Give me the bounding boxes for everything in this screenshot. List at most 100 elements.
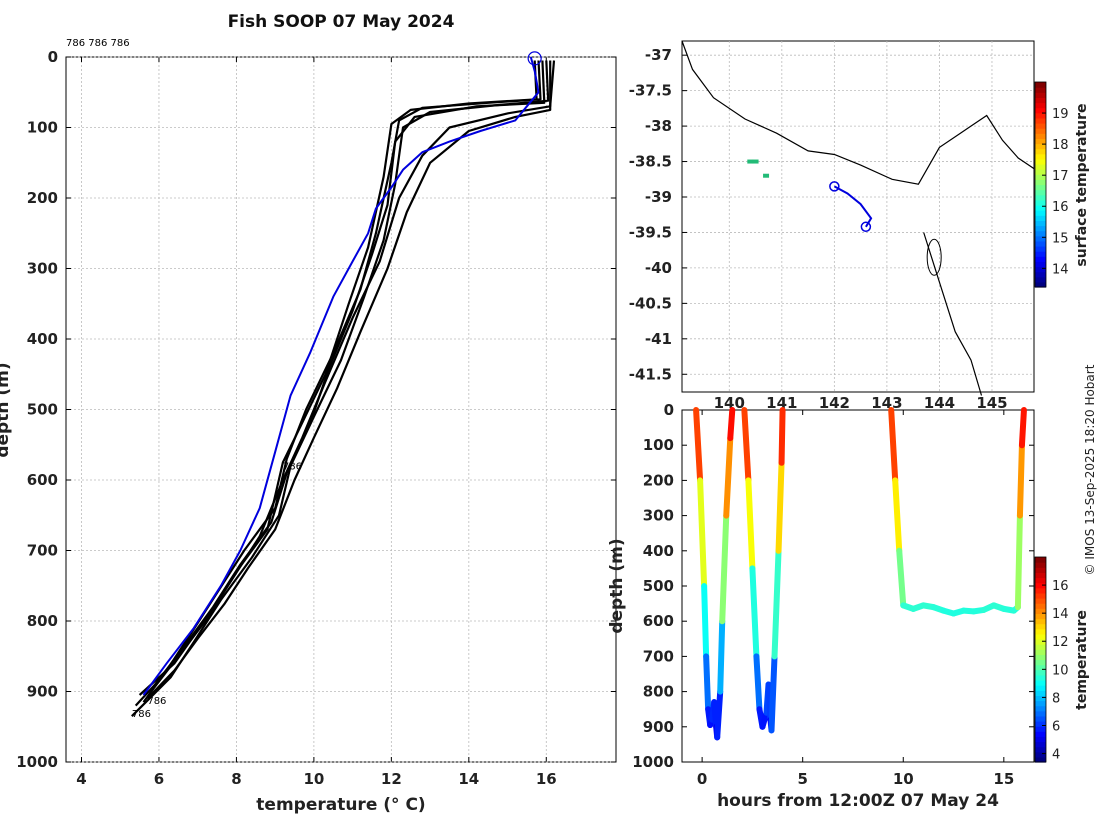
x-tick-label: 0 [697,770,707,788]
temp-colorbar-swatch [1035,710,1046,717]
temp-colorbar-swatch [1035,741,1046,748]
y-tick-label: 600 [643,612,674,630]
y-tick-label: 0 [664,401,674,419]
temp-colorbar-swatch [1035,685,1046,691]
profile-line-cast-3 [150,60,556,693]
temp-colorbar-swatch [1035,613,1046,620]
map-colorbar-swatch [1035,117,1046,124]
profile-line-cast-6 [146,60,552,700]
temp-colorbar-swatch [1035,674,1046,681]
map-x-tick-label: 145 [976,394,1007,412]
temp-colorbar-swatch [1035,633,1046,640]
map-y-tick-label: -40 [645,259,672,277]
y-tick-label: 800 [643,683,674,701]
temp-colorbar-swatch [1035,587,1046,594]
temp-colorbar-swatch [1035,659,1046,666]
map-colorbar-swatch [1035,225,1046,232]
x-tick-label: 10 [893,770,914,788]
x-tick-label: 12 [381,770,402,788]
depth-time-chart: hours from 12:00Z 07 May 24 depth (m) te… [607,401,1090,811]
profile-id-tag: 786 [132,709,151,720]
coastline [681,40,1035,185]
y-tick-label: 400 [643,542,674,560]
depth-time-ylabel: depth (m) [607,538,627,633]
x-tick-label: 10 [303,770,324,788]
map-colorbar-swatch [1035,102,1046,109]
temp-colorbar-swatch [1035,721,1046,727]
profile-id-label: 786 786 786 [66,38,130,49]
map-colorbar-swatch [1035,112,1046,119]
profile-chart-frame [65,56,617,763]
map-colorbar-swatch [1035,107,1046,114]
map-x-tick-label: 144 [924,394,955,412]
map-colorbar-tick-label: 16 [1052,200,1069,215]
temp-colorbar-swatch [1035,639,1046,645]
map-colorbar-swatch [1035,230,1046,237]
sst-cell [747,159,754,164]
profile-xlabel: temperature (° C) [256,795,425,815]
x-tick-label: 4 [76,770,86,788]
temp-colorbar-tick-label: 6 [1052,719,1060,734]
profile-id-tag: 786 [147,696,166,707]
map-colorbar-frame [1034,81,1047,288]
y-tick-label: 500 [27,401,58,419]
y-tick-label: 100 [643,436,674,454]
temp-colorbar-swatch [1035,562,1046,568]
profile-ylabel: depth (m) [0,362,13,457]
map-y-tick-label: -39 [645,188,672,206]
map-colorbar-swatch [1035,174,1046,180]
map-colorbar-swatch [1035,189,1046,196]
map-colorbar-swatch [1035,87,1046,93]
vessel-track [833,185,873,228]
temp-colorbar-swatch [1035,751,1046,758]
depth-time-colorbar-label: temperature [1074,610,1090,710]
temp-colorbar-swatch [1035,669,1046,676]
map-colorbar-swatch [1035,148,1046,155]
map-colorbar-swatch [1035,153,1046,160]
map-y-tick-label: -38 [645,117,672,135]
dive-segment [1018,407,1027,449]
y-tick-label: 800 [27,612,58,630]
dive-segment [719,512,730,625]
y-tick-label: 0 [48,48,58,66]
dive-segment [775,459,785,554]
x-tick-label: 15 [993,770,1014,788]
dive-segment [703,653,712,713]
temp-colorbar-swatch [1035,582,1046,589]
map-x-tick-label: 140 [714,394,745,412]
x-tick-label: 14 [458,770,479,788]
map-colorbar-swatch [1035,276,1046,283]
temp-colorbar-swatch [1035,603,1046,609]
depth-time-frame [681,409,1035,763]
credit-text: © IMOS 13-Sep-2025 18:20 Hobart [1083,364,1097,575]
dive-segment [1014,512,1023,611]
dive-segment [701,583,710,660]
y-tick-label: 500 [643,577,674,595]
y-tick-label: 1000 [16,753,58,771]
surface-marker [527,51,542,66]
dive-segment [727,407,736,442]
profile-line-cast-1 [142,60,542,703]
map-y-tick-label: -37 [645,46,672,64]
map-colorbar-swatch [1035,133,1046,139]
sst-cell [752,159,759,164]
map-colorbar-swatch [1035,240,1046,247]
dive-segment [693,407,704,484]
map-colorbar-swatch [1035,143,1046,150]
x-tick-label: 8 [231,770,241,788]
y-tick-label: 300 [643,507,674,525]
map-colorbar-swatch [1035,271,1046,278]
map-colorbar-swatch [1035,194,1046,201]
temp-colorbar-swatch [1035,598,1046,604]
profile-line-model [142,56,540,696]
y-tick-label: 300 [27,260,58,278]
dive-segment [768,653,778,734]
map-colorbar-swatch [1035,97,1046,104]
map-colorbar-swatch [1035,246,1046,252]
map-colorbar-swatch [1035,205,1046,211]
tasmania-coast [923,232,983,396]
dive-segment [778,407,786,466]
temp-colorbar-swatch [1035,756,1046,763]
temp-colorbar-tick-label: 12 [1052,635,1069,650]
temp-colorbar-swatch [1035,705,1046,712]
